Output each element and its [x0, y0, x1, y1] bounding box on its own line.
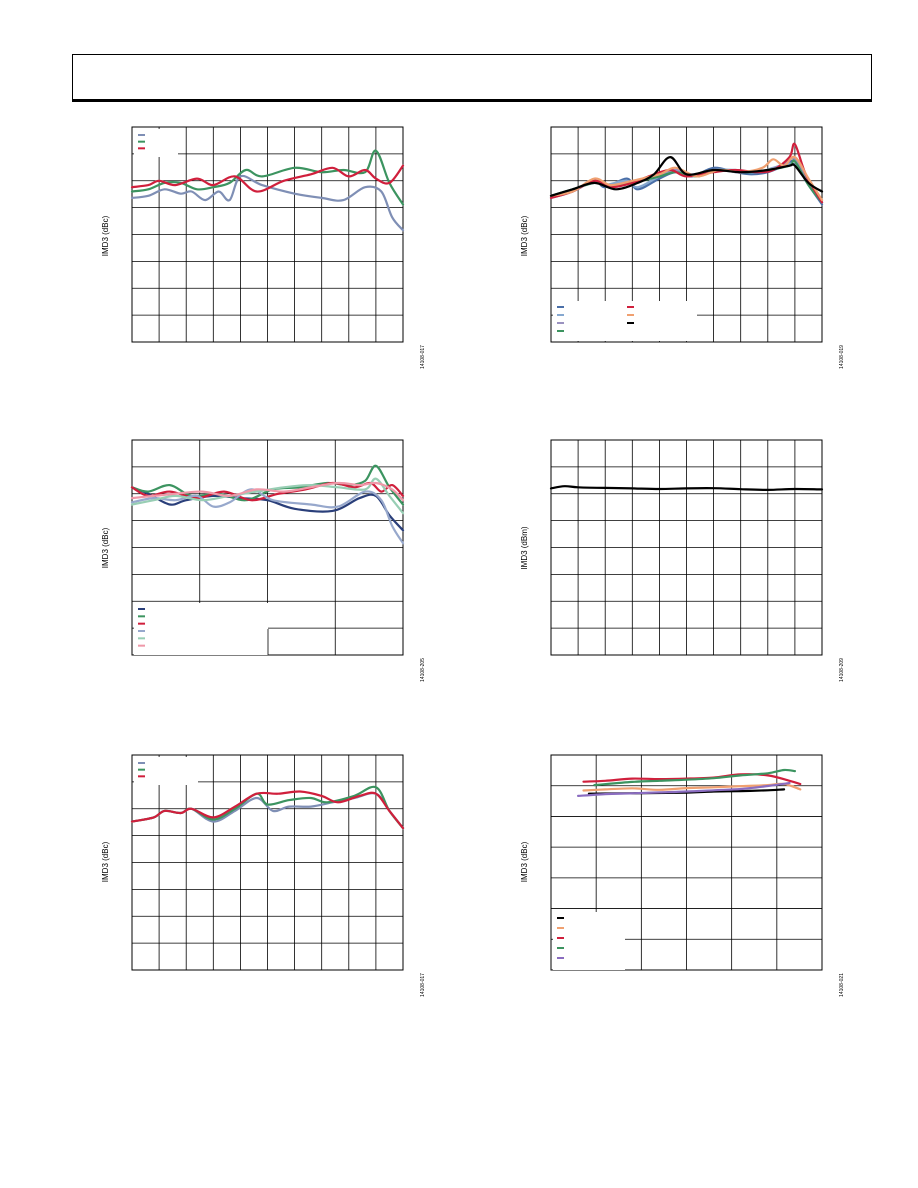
series-line — [549, 155, 824, 202]
y-axis-label: IMD3 (dBm) — [520, 526, 529, 569]
figure-id: 14108-017 — [420, 973, 426, 997]
page-header-box — [72, 54, 872, 102]
figure-id: 14108-205 — [420, 658, 426, 682]
chart-top-left: IMD3 (dBc) 14108-017 — [101, 126, 426, 369]
legend-box — [134, 603, 268, 655]
y-axis-label: IMD3 (dBc) — [520, 841, 529, 882]
series-line — [549, 156, 824, 197]
series-line — [549, 485, 824, 491]
series-line — [130, 149, 405, 206]
series-line — [577, 781, 791, 797]
series-line — [593, 768, 796, 787]
chart-middle-right: IMD3 (dBm) 14108-209 — [520, 439, 845, 682]
legend-box — [134, 129, 178, 157]
figure-id: 14108-017 — [420, 345, 426, 369]
legend-box — [134, 757, 198, 785]
series-line — [130, 488, 405, 545]
figure-id: 14108-019 — [839, 345, 845, 369]
y-axis-label: IMD3 (dBc) — [101, 527, 110, 568]
chart-top-right: IMD3 (dBc) 14108-019 — [520, 126, 845, 369]
figure-id: 14108-209 — [839, 658, 845, 682]
legend-box — [553, 912, 625, 970]
series-line — [130, 164, 405, 193]
legend-box — [553, 301, 697, 341]
chart-middle-left: IMD3 (dBc) 14108-205 — [101, 439, 426, 682]
series-line — [549, 142, 824, 204]
chart-bottom-right: IMD3 (dBc) 14108-021 — [520, 754, 845, 997]
series-line — [130, 174, 405, 232]
y-axis-label: IMD3 (dBc) — [520, 215, 529, 256]
y-axis-label: IMD3 (dBc) — [101, 841, 110, 882]
y-axis-label: IMD3 (dBc) — [101, 215, 110, 256]
figure-id: 14108-021 — [839, 973, 845, 997]
series-line — [130, 481, 405, 502]
series-line — [130, 477, 405, 515]
chart-bottom-left: IMD3 (dBc) 14108-017 — [101, 754, 426, 997]
series-line — [130, 790, 405, 830]
